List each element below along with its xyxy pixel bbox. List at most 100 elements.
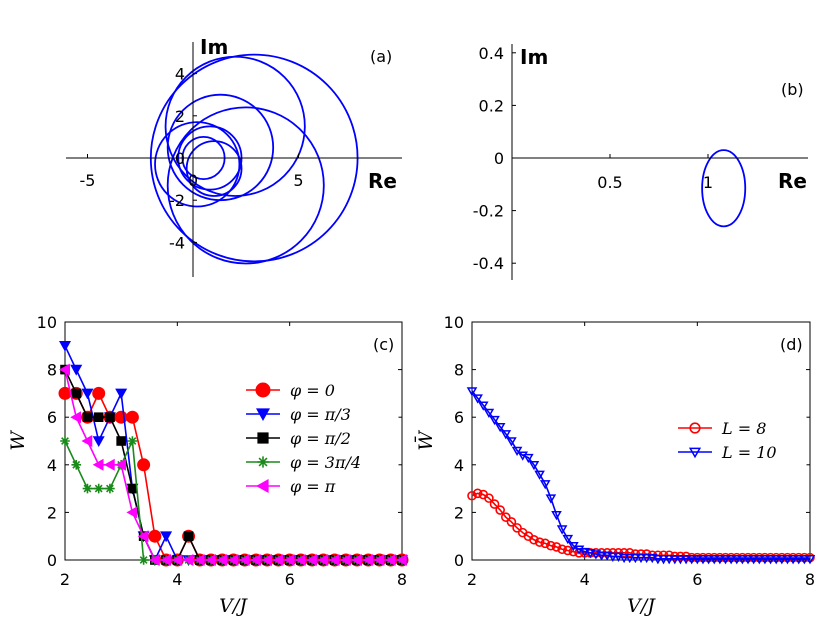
- panel-c-ylabel: W: [7, 430, 29, 451]
- panel-d-series-point: [590, 550, 602, 560]
- panel-c-series-point: [114, 410, 128, 424]
- panel-d-series-point: [528, 461, 540, 471]
- panel-d-series-point: [714, 555, 726, 565]
- panel-d-series-point: [663, 555, 675, 565]
- panel-c-series-point: [59, 341, 71, 352]
- panel-c-series-point: [205, 554, 216, 566]
- panel-c-series-point: [137, 458, 151, 472]
- panel-d-legend-label: L = 10: [721, 443, 777, 462]
- panel-c-series-point: [93, 483, 104, 494]
- panel-d-series-point: [585, 549, 596, 559]
- panel-b-ytick-label: -0.2: [473, 202, 504, 221]
- panel-c-series-point: [125, 410, 139, 424]
- panel-d-series-point: [539, 480, 551, 490]
- panel-c-series-point: [115, 458, 126, 471]
- panel-c-xtick-label: 8: [397, 570, 407, 589]
- panel-c-series-point: [249, 554, 261, 566]
- panel-c-ytick-label: 6: [47, 408, 57, 427]
- panel-c-ytick-label: 0: [47, 551, 57, 570]
- panel-d-xlabel: V/J: [627, 595, 656, 617]
- panel-c-legend-label: φ = π/3: [290, 405, 351, 424]
- panel-d-ytick-label: 6: [454, 408, 464, 427]
- panel-c-series-point: [148, 554, 160, 566]
- panel-d-series-point: [770, 555, 782, 565]
- panel-d-series-point: [562, 534, 574, 545]
- panel-c-series-point: [216, 554, 228, 566]
- panel-c-series-point: [60, 436, 70, 446]
- panel-d-series-point: [495, 505, 505, 515]
- panel-d-series-point: [534, 470, 545, 480]
- panel-d-series-point: [551, 542, 562, 552]
- panel-c-legend-label: φ = 3π/4: [290, 453, 361, 472]
- panel-c-series-point: [137, 530, 149, 543]
- panel-c-xtick-label: 4: [172, 570, 182, 589]
- panel-d-series-point: [489, 415, 500, 426]
- panel-d-series-point: [500, 512, 511, 522]
- panel-c-series-point: [182, 554, 194, 566]
- panel-d-series-point: [641, 553, 652, 564]
- panel-d-series-point: [652, 555, 664, 565]
- panel-c-ytick-label: 10: [37, 313, 57, 332]
- panel-c-series-point: [328, 554, 340, 566]
- panel-d-series-point: [782, 555, 793, 565]
- panel-a-loop-7: [166, 106, 325, 265]
- panel-d-series-point: [658, 555, 669, 565]
- panel-c-series-point: [81, 388, 94, 400]
- panel-d-series-point: [669, 555, 681, 565]
- panel-c-legend-marker: [257, 432, 269, 444]
- panel-d-series-point: [489, 499, 500, 509]
- panel-a-ytick-label: -4: [169, 233, 185, 252]
- panel-d-series-point: [720, 555, 731, 565]
- panel-a-label: (a): [370, 47, 392, 66]
- panel-c-series-point: [362, 554, 374, 566]
- panel-a-ylabel: Im: [200, 35, 228, 59]
- panel-b-loop: [701, 149, 747, 228]
- panel-d-series-point: [601, 551, 613, 561]
- panel-c-series-point: [127, 436, 138, 446]
- panel-c-legend-marker: [257, 456, 269, 468]
- panel-b-ytick-label: 0.4: [479, 44, 504, 63]
- panel-d-series-point: [512, 523, 522, 533]
- panel-d-series-point: [708, 555, 720, 565]
- panel-d-series-point: [579, 547, 590, 558]
- panel-d-series-point: [607, 552, 619, 562]
- panel-a-ytick-label: 2: [175, 107, 185, 126]
- panel-c-series-point: [71, 388, 82, 399]
- panel-a-loop-5: [166, 93, 275, 202]
- panel-d-series-point: [484, 493, 494, 503]
- panel-d-series-point: [703, 555, 714, 565]
- panel-b-ytick-label: 0: [494, 149, 504, 168]
- panel-d-series-point: [748, 555, 759, 565]
- panel-d-ytick-label: 0: [454, 551, 464, 570]
- panel-c-series-point: [70, 411, 82, 424]
- panel-d-series-point: [551, 511, 562, 521]
- panel-c-xtick-label: 2: [60, 570, 70, 589]
- panel-d-series-1: [467, 488, 815, 563]
- panel-c-legend-marker: [256, 479, 269, 493]
- panel-c-series-point: [92, 436, 105, 447]
- panel-a-loop-4: [154, 121, 241, 208]
- panel-d-xtick-label: 2: [467, 570, 477, 589]
- panel-d-series-point: [506, 517, 517, 527]
- panel-d-series-point: [494, 422, 506, 433]
- panel-d-series-point: [675, 555, 686, 565]
- panel-c-series-point: [127, 483, 138, 494]
- panel-a-loop-6: [164, 55, 306, 197]
- panel-c-label: (c): [373, 335, 394, 354]
- panel-c-series-point: [105, 483, 115, 494]
- panel-d-series-point: [511, 446, 523, 457]
- panel-d-ytick-label: 4: [454, 456, 464, 475]
- panel-c-series-point: [306, 554, 317, 566]
- panel-b-label: (b): [781, 80, 804, 99]
- panel-c-series-point: [238, 554, 250, 566]
- panel-b-curves: [701, 149, 747, 228]
- panel-d-series-point: [618, 553, 630, 564]
- panel-d-series-point: [624, 553, 636, 564]
- panel-c-series-point: [183, 531, 194, 541]
- panel-b-xtick-label: 1: [703, 173, 713, 192]
- panel-d-series-point: [557, 544, 567, 555]
- panel-d-series-point: [754, 555, 765, 565]
